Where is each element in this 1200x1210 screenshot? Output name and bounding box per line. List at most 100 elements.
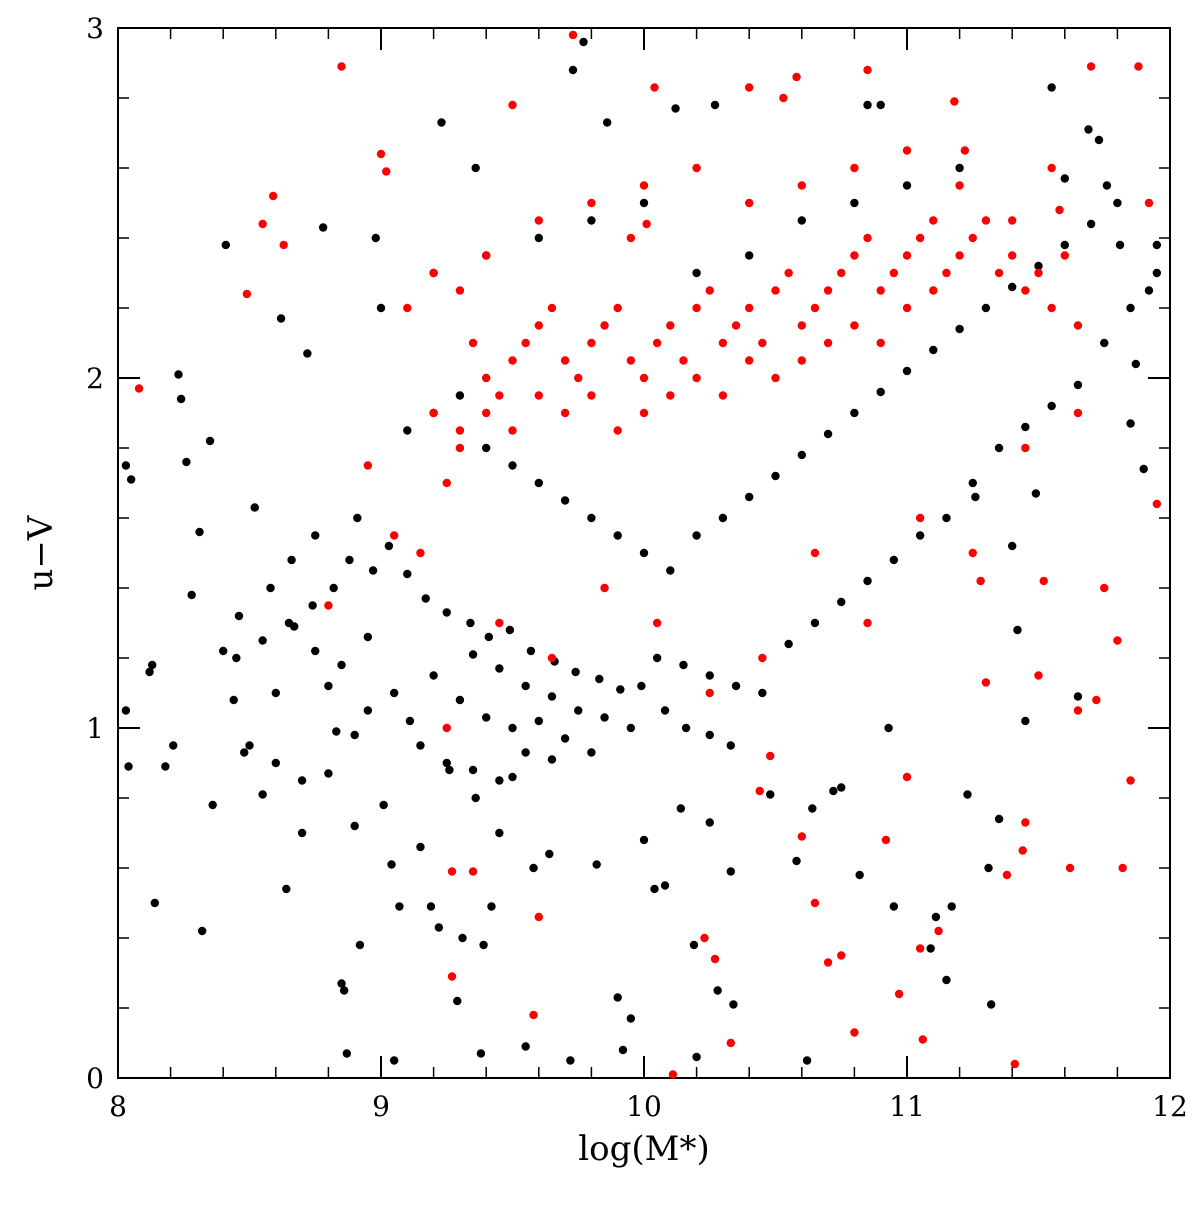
data-point — [579, 37, 588, 47]
data-point — [766, 790, 775, 799]
data-point — [1126, 303, 1135, 313]
data-point — [205, 436, 215, 446]
data-point — [902, 146, 912, 155]
data-point — [1047, 83, 1056, 92]
data-point — [303, 349, 312, 358]
data-point — [345, 555, 354, 565]
data-point — [416, 842, 425, 852]
data-point — [389, 531, 399, 540]
data-point — [726, 867, 735, 876]
data-point — [508, 723, 517, 733]
data-point — [324, 601, 333, 610]
data-point — [276, 314, 286, 323]
data-point — [797, 832, 806, 841]
data-point — [355, 940, 365, 950]
data-point — [745, 198, 754, 208]
data-point — [942, 513, 951, 523]
data-point — [508, 461, 517, 470]
data-point — [529, 1010, 538, 1020]
data-point — [508, 426, 517, 435]
data-point — [505, 625, 515, 635]
data-point — [150, 898, 160, 908]
data-point — [147, 660, 157, 670]
data-point — [626, 723, 636, 733]
data-point — [495, 776, 504, 785]
data-point — [855, 870, 864, 880]
data-point — [587, 338, 596, 348]
data-point — [455, 426, 465, 435]
data-point — [771, 286, 780, 295]
data-point — [876, 286, 885, 295]
data-point — [960, 146, 970, 155]
data-point — [1010, 1059, 1020, 1069]
data-point — [482, 373, 491, 383]
data-point — [521, 338, 530, 348]
data-point — [368, 566, 378, 575]
data-point — [466, 618, 475, 628]
data-point — [176, 394, 186, 404]
data-point — [745, 356, 754, 365]
data-point — [726, 741, 735, 750]
y-tick-label: 2 — [86, 362, 104, 395]
data-point — [587, 513, 596, 523]
data-point — [560, 408, 570, 418]
data-point — [363, 706, 373, 715]
data-point — [455, 391, 465, 400]
data-point — [547, 692, 557, 701]
data-point — [311, 531, 320, 540]
data-point — [389, 688, 399, 698]
data-point — [1100, 583, 1109, 593]
data-point — [915, 531, 925, 540]
data-point — [534, 912, 543, 922]
data-point — [731, 681, 741, 691]
data-point — [587, 391, 596, 400]
data-point — [508, 772, 517, 782]
data-point — [705, 818, 714, 827]
data-point — [963, 790, 972, 799]
data-point — [332, 727, 341, 736]
data-point — [797, 450, 806, 460]
data-point — [442, 608, 451, 617]
data-point — [968, 233, 977, 243]
data-point — [245, 741, 254, 750]
data-point — [863, 576, 872, 586]
data-point — [271, 688, 280, 698]
data-point — [258, 219, 267, 229]
data-point — [618, 1045, 628, 1055]
data-point — [692, 373, 701, 383]
data-point — [1047, 401, 1056, 411]
data-point — [837, 268, 846, 278]
data-point — [745, 251, 754, 260]
y-tick-label: 1 — [86, 712, 104, 745]
data-point — [405, 716, 415, 726]
data-point — [652, 653, 662, 663]
data-point — [429, 671, 438, 680]
series-1 — [134, 30, 1162, 1079]
data-point — [468, 867, 478, 876]
data-point — [1065, 863, 1075, 873]
data-point — [705, 688, 714, 698]
data-point — [710, 954, 720, 964]
data-point — [297, 776, 307, 785]
data-point — [1002, 870, 1012, 880]
data-point — [602, 118, 612, 127]
data-point — [947, 902, 956, 911]
data-point — [837, 951, 846, 960]
data-point — [889, 268, 899, 278]
data-point — [382, 167, 391, 176]
data-point — [268, 191, 278, 201]
data-point — [1084, 125, 1093, 134]
data-point — [1126, 419, 1135, 428]
data-point — [568, 30, 578, 40]
data-point — [376, 149, 386, 159]
data-point — [324, 769, 333, 778]
data-point — [134, 384, 144, 393]
data-point — [1113, 198, 1122, 208]
data-point — [850, 163, 859, 173]
data-point — [337, 660, 346, 670]
data-point — [547, 653, 557, 663]
data-point — [1034, 261, 1043, 271]
data-point — [994, 443, 1004, 453]
x-tick-label: 9 — [372, 1090, 390, 1123]
data-point — [468, 338, 478, 348]
